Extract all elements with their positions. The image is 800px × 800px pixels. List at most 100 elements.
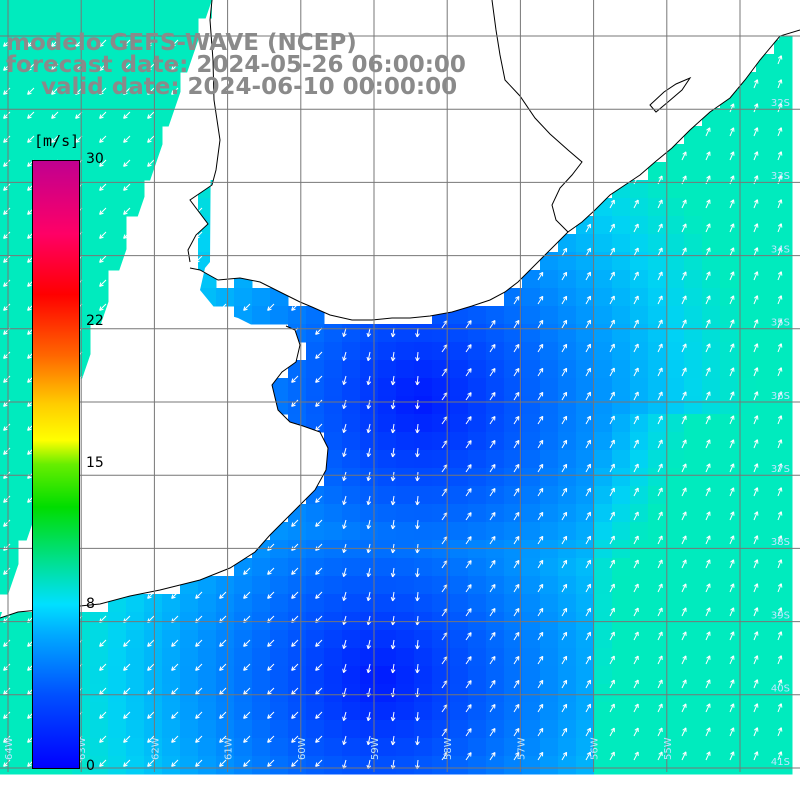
wind-speed-cell	[558, 540, 577, 559]
wind-arrow-head	[267, 738, 270, 743]
wind-arrow-head	[171, 66, 174, 71]
wind-speed-cell	[522, 576, 541, 595]
wind-arrow	[681, 535, 687, 545]
wind-arrow	[681, 391, 687, 401]
wind-arrow-head	[392, 405, 396, 410]
wind-speed-cell	[378, 684, 397, 703]
wind-arrow	[441, 536, 448, 545]
wind-speed-cell	[738, 756, 757, 775]
wind-arrow-head	[147, 92, 152, 95]
wind-arrow-head	[682, 679, 687, 683]
wind-speed-cell	[270, 666, 289, 685]
wind-arrow-head	[415, 573, 418, 578]
wind-speed-cell	[576, 702, 595, 721]
wind-arrow-head	[562, 295, 567, 299]
wind-arrow-head	[147, 764, 152, 767]
wind-speed-cell	[594, 558, 613, 577]
wind-arrow	[99, 663, 107, 671]
wind-speed-cell	[252, 288, 271, 307]
wind-arrow	[705, 271, 711, 281]
wind-speed-cell	[594, 504, 613, 523]
wind-arrow	[343, 615, 347, 625]
wind-speed-cell	[594, 432, 613, 451]
wind-speed-cell	[432, 594, 451, 613]
wind-arrow-head	[610, 583, 615, 587]
wind-arrow	[171, 759, 179, 767]
wind-speed-cell	[774, 738, 793, 757]
wind-speed-cell	[162, 36, 181, 55]
wind-arrow	[585, 439, 591, 449]
wind-speed-cell	[756, 342, 775, 361]
wind-speed-cell	[288, 684, 307, 703]
wind-speed-cell	[648, 468, 667, 487]
wind-arrow-head	[27, 716, 32, 719]
wind-arrow	[416, 375, 419, 386]
wind-arrow-head	[123, 66, 126, 71]
wind-arrow-head	[730, 223, 734, 227]
wind-speed-cell	[558, 738, 577, 757]
wind-speed-cell	[324, 540, 343, 559]
wind-arrow-head	[3, 740, 8, 743]
wind-arrow	[243, 567, 251, 575]
wind-arrow	[561, 391, 568, 401]
wind-arrow-head	[777, 343, 782, 347]
wind-speed-cell	[234, 648, 253, 667]
wind-arrow-head	[123, 212, 128, 215]
wind-arrow-head	[367, 333, 372, 338]
wind-arrow	[147, 759, 155, 767]
wind-arrow-head	[99, 162, 102, 167]
wind-arrow-head	[392, 549, 396, 554]
wind-arrow-head	[706, 295, 711, 299]
wind-speed-cell	[504, 468, 523, 487]
wind-speed-cell	[414, 738, 433, 757]
wind-arrow-head	[416, 669, 420, 674]
wind-arrow	[681, 319, 687, 329]
wind-speed-cell	[558, 486, 577, 505]
wind-arrow-head	[3, 188, 8, 191]
wind-speed-cell	[108, 702, 127, 721]
wind-arrow-head	[3, 404, 8, 407]
wind-arrow-head	[147, 690, 150, 695]
wind-arrow-head	[443, 728, 448, 731]
wind-arrow	[753, 103, 758, 113]
coastline	[0, 0, 800, 618]
wind-arrow	[3, 255, 11, 263]
wind-arrow	[99, 111, 107, 119]
wind-arrow	[681, 199, 687, 209]
wind-arrow-head	[777, 487, 782, 491]
wind-speed-cell	[702, 558, 721, 577]
wind-arrow	[3, 135, 11, 143]
wind-speed-cell	[54, 72, 73, 91]
wind-speed-cell	[576, 738, 595, 757]
wind-speed-cell	[738, 720, 757, 739]
wind-speed-cell	[648, 702, 667, 721]
wind-arrow	[561, 367, 568, 377]
wind-speed-cell	[504, 648, 523, 667]
wind-speed-cell	[324, 504, 343, 523]
wind-arrow	[705, 343, 711, 353]
wind-arrow-head	[515, 655, 520, 659]
wind-speed-cell	[252, 558, 271, 577]
wind-arrow	[99, 63, 107, 71]
wind-arrow-head	[27, 92, 32, 95]
wind-arrow	[51, 135, 59, 143]
wind-speed-cell	[720, 738, 739, 757]
wind-speed-cell	[468, 306, 487, 325]
wind-arrow-head	[515, 751, 520, 755]
wind-arrow	[441, 584, 448, 593]
wind-speed-cell	[720, 252, 739, 271]
wind-arrow-head	[706, 727, 711, 731]
wind-speed-cell	[0, 648, 19, 667]
wind-speed-cell	[774, 414, 793, 433]
wind-speed-cell	[324, 666, 343, 685]
wind-arrow-head	[315, 404, 320, 407]
wind-speed-cell	[702, 576, 721, 595]
wind-arrow-head	[3, 570, 6, 575]
wind-speed-cell	[126, 684, 145, 703]
wind-arrow-head	[343, 453, 347, 458]
wind-speed-cell	[396, 648, 415, 667]
wind-speed-cell	[18, 108, 37, 127]
wind-speed-cell	[738, 666, 757, 685]
wind-arrow-head	[730, 487, 734, 491]
wind-arrow-head	[3, 114, 6, 119]
